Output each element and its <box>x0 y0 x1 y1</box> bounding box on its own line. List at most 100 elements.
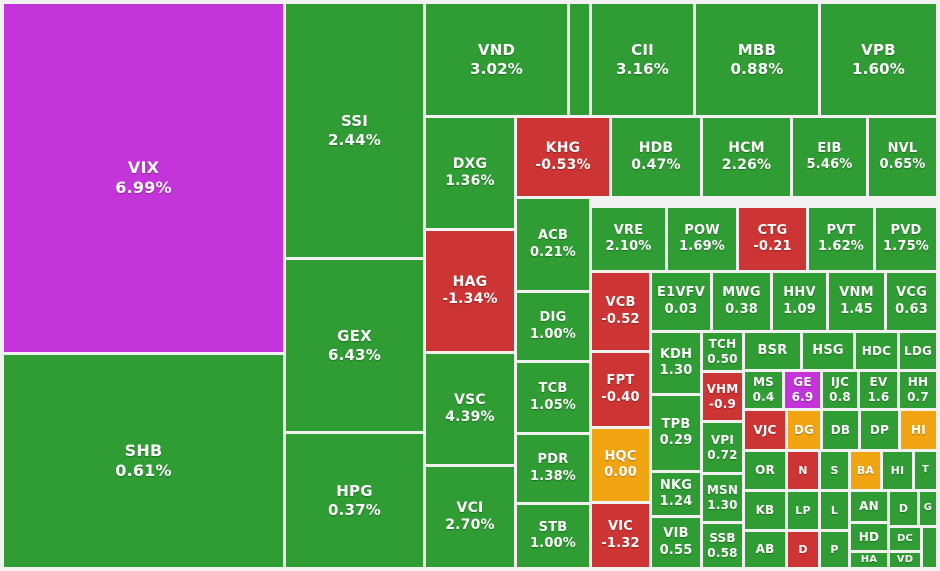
cell-vci[interactable]: VCI 2.70% <box>426 467 514 567</box>
cell-pdr[interactable]: PDR 1.38% <box>517 435 589 502</box>
change-value: 1.00% <box>529 536 577 551</box>
cell-pow[interactable]: POW 1.69% <box>668 208 736 270</box>
ticker-label: SSI <box>340 111 369 130</box>
cell-hhv[interactable]: HHV 1.09 <box>773 273 826 330</box>
cell-ev[interactable]: EV 1.6 <box>860 372 897 408</box>
cell-eib[interactable]: EIB 5.46% <box>793 118 866 196</box>
cell-hi[interactable]: HI <box>901 411 936 449</box>
cell-kdh[interactable]: KDH 1.30 <box>652 333 700 393</box>
cell-lp[interactable]: LP <box>788 492 818 529</box>
cell-ba[interactable]: BA <box>851 452 880 489</box>
ticker-label: TCB <box>538 381 568 397</box>
cell-vhm[interactable]: VHM -0.9 <box>703 373 742 420</box>
cell-ha[interactable]: HA <box>851 553 887 567</box>
cell-e1vfv[interactable]: E1VFV 0.03 <box>652 273 710 330</box>
cell-gex[interactable]: GEX 6.43% <box>286 260 423 431</box>
cell-vcg[interactable]: VCG 0.63 <box>887 273 936 330</box>
cell-vd[interactable]: VD <box>890 553 920 567</box>
cell-n[interactable]: N <box>788 452 818 489</box>
cell-dig[interactable]: DIG 1.00% <box>517 293 589 360</box>
cell-dc[interactable]: DC <box>890 528 920 550</box>
cell-kb[interactable]: KB <box>745 492 785 529</box>
cell-hpg[interactable]: HPG 0.37% <box>286 434 423 567</box>
cell-dp[interactable]: DP <box>861 411 898 449</box>
cell-nkg[interactable]: NKG 1.24 <box>652 473 700 515</box>
cell-shb[interactable]: SHB 0.61% <box>4 355 283 567</box>
cell-hi[interactable]: HI <box>883 452 912 489</box>
cell-tcb[interactable]: TCB 1.05% <box>517 363 589 432</box>
cell-ge[interactable]: GE 6.9 <box>785 372 820 408</box>
cell-db[interactable]: DB <box>823 411 858 449</box>
ticker-label: SHB <box>124 441 163 460</box>
cell-unlabeled[interactable] <box>923 528 936 567</box>
cell-hdc[interactable]: HDC <box>856 333 897 369</box>
cell-vjc[interactable]: VJC <box>745 411 785 449</box>
cell-vib[interactable]: VIB 0.55 <box>652 518 700 567</box>
cell-mbb[interactable]: MBB 0.88% <box>696 4 818 115</box>
cell-hqc[interactable]: HQC 0.00 <box>592 429 649 501</box>
cell-ctg[interactable]: CTG -0.21 <box>739 208 806 270</box>
cell-g[interactable]: G <box>920 492 936 525</box>
ticker-label: VNM <box>839 285 874 301</box>
cell-hsg[interactable]: HSG <box>803 333 853 369</box>
change-value: 1.30 <box>707 498 738 512</box>
ticker-label: KDH <box>659 346 693 362</box>
cell-vnd[interactable]: VND 3.02% <box>426 4 567 115</box>
ticker-label: HH <box>907 375 929 389</box>
cell-vcb[interactable]: VCB -0.52 <box>592 273 649 350</box>
cell-p[interactable]: P <box>821 532 848 567</box>
cell-hcm[interactable]: HCM 2.26% <box>703 118 790 196</box>
cell-ssi[interactable]: SSI 2.44% <box>286 4 423 257</box>
change-value: 2.10% <box>605 239 652 254</box>
cell-dg[interactable]: DG <box>788 411 820 449</box>
cell-bsr[interactable]: BSR <box>745 333 800 369</box>
cell-vnm[interactable]: VNM 1.45 <box>829 273 884 330</box>
ticker-label: MBB <box>737 40 777 59</box>
cell-tch[interactable]: TCH 0.50 <box>703 333 742 370</box>
cell-vix[interactable]: VIX 6.99% <box>4 4 283 352</box>
cell-or[interactable]: OR <box>745 452 785 489</box>
ticker-label: MS <box>753 375 774 389</box>
cell-fpt[interactable]: FPT -0.40 <box>592 353 649 426</box>
ticker-label: DC <box>896 532 914 544</box>
cell-nvl[interactable]: NVL 0.65% <box>869 118 936 196</box>
cell-stb[interactable]: STB 1.00% <box>517 505 589 567</box>
cell-mwg[interactable]: MWG 0.38 <box>713 273 770 330</box>
cell-ms[interactable]: MS 0.4 <box>745 372 782 408</box>
cell-an[interactable]: AN <box>851 492 887 521</box>
cell-tpb[interactable]: TPB 0.29 <box>652 396 700 470</box>
cell-t[interactable]: T <box>915 452 936 489</box>
cell-acb[interactable]: ACB 0.21% <box>517 199 589 290</box>
ticker-label: LDG <box>903 343 933 358</box>
cell-ldg[interactable]: LDG <box>900 333 936 369</box>
cell-dxg[interactable]: DXG 1.36% <box>426 118 514 228</box>
cell-msn[interactable]: MSN 1.30 <box>703 475 742 521</box>
cell-vre[interactable]: VRE 2.10% <box>592 208 665 270</box>
cell-hd[interactable]: HD <box>851 524 887 550</box>
cell-vpb[interactable]: VPB 1.60% <box>821 4 936 115</box>
cell-ijc[interactable]: IJC 0.8 <box>823 372 857 408</box>
change-value: 1.00% <box>529 326 577 342</box>
cell-cii[interactable]: CII 3.16% <box>592 4 693 115</box>
change-value: 0.61% <box>115 461 172 480</box>
change-value: 1.45 <box>840 301 873 317</box>
change-value: 3.16% <box>615 59 670 78</box>
cell-vic[interactable]: VIC -1.32 <box>592 504 649 567</box>
cell-pvt[interactable]: PVT 1.62% <box>809 208 873 270</box>
cell-hag[interactable]: HAG -1.34% <box>426 231 514 351</box>
cell-l[interactable]: L <box>821 492 848 529</box>
cell-pvd[interactable]: PVD 1.75% <box>876 208 936 270</box>
cell-s[interactable]: S <box>821 452 848 489</box>
cell-d[interactable]: D <box>890 492 917 525</box>
cell-unlabeled[interactable] <box>570 4 589 115</box>
cell-hh[interactable]: HH 0.7 <box>900 372 936 408</box>
cell-vpi[interactable]: VPI 0.72 <box>703 423 742 472</box>
cell-khg[interactable]: KHG -0.53% <box>517 118 609 196</box>
change-value: -0.9 <box>708 396 737 411</box>
cell-ssb[interactable]: SSB 0.58 <box>703 524 742 567</box>
cell-d[interactable]: D <box>788 532 818 567</box>
ticker-label: D <box>898 501 909 515</box>
cell-hdb[interactable]: HDB 0.47% <box>612 118 700 196</box>
cell-vsc[interactable]: VSC 4.39% <box>426 354 514 464</box>
cell-ab[interactable]: AB <box>745 532 785 567</box>
